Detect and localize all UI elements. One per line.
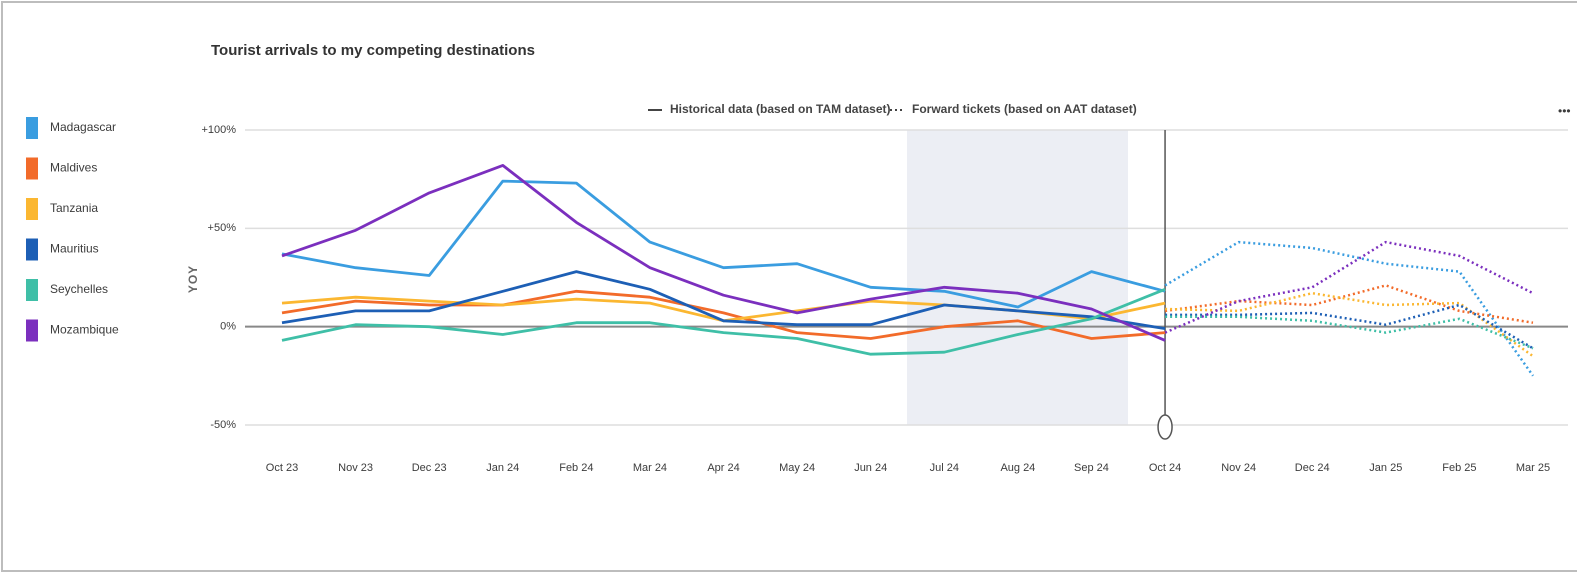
legend: Madagascar Maldives Tanzania Mauritius Seych… xyxy=(26,102,1137,342)
legend-swatch xyxy=(26,279,38,301)
chart-title: Tourist arrivals to my competing destina… xyxy=(211,42,535,59)
x-tick-label: Aug 24 xyxy=(1000,462,1035,474)
x-tick-label: Jun 24 xyxy=(854,462,887,474)
x-tick-label: May 24 xyxy=(779,462,815,474)
legend-swatch xyxy=(26,157,38,180)
forward-line xyxy=(1164,240,1534,334)
legend-label: Seychelles xyxy=(50,282,108,296)
legend-swatch xyxy=(26,117,38,139)
legend-label: Tanzania xyxy=(50,201,98,215)
legend-swatch xyxy=(26,198,38,220)
x-tick-label: Jan 24 xyxy=(486,462,519,474)
history-line xyxy=(281,289,1166,340)
x-tick-label: Dec 23 xyxy=(412,462,447,474)
x-tick-label: Mar 24 xyxy=(633,462,667,474)
history-line xyxy=(281,270,1166,330)
forward-line xyxy=(1165,291,1534,358)
x-tick-label: Jan 25 xyxy=(1369,462,1402,474)
x-tick-label: Feb 24 xyxy=(559,462,593,474)
x-tick-label: Oct 23 xyxy=(266,462,298,474)
legend-label: Maldives xyxy=(50,161,97,175)
x-tick-label: Nov 23 xyxy=(338,462,373,474)
menu-button[interactable]: ••• xyxy=(1558,104,1571,118)
y-tick-label: +100% xyxy=(201,124,236,136)
forward-line xyxy=(1164,284,1534,324)
grid: +100% +50% 0% -50% Oct 23 Nov 23 Dec 23 Jan 24 F… xyxy=(201,124,1568,474)
legend-label: Madagascar xyxy=(50,120,116,134)
forward-line xyxy=(1165,303,1534,350)
y-tick-label: +50% xyxy=(208,222,237,234)
lines xyxy=(281,164,1535,377)
cursor-handle xyxy=(1157,414,1173,440)
legend-swatch xyxy=(26,238,38,261)
x-tick-label: Nov 24 xyxy=(1221,462,1256,474)
x-tick-label: Oct 24 xyxy=(1149,462,1181,474)
history-line xyxy=(281,164,1166,342)
y-tick-label: 0% xyxy=(220,321,236,333)
x-tick-label: Feb 25 xyxy=(1442,462,1476,474)
forward-line xyxy=(1165,315,1534,350)
forward-line xyxy=(1164,240,1535,377)
x-tick-label: Jul 24 xyxy=(930,462,959,474)
history-line xyxy=(281,288,1166,356)
legend-swatch xyxy=(26,319,38,342)
history-line xyxy=(281,179,1166,309)
x-tick-label: Mar 25 xyxy=(1516,462,1550,474)
y-tick-label: -50% xyxy=(210,419,236,431)
x-tick-label: Dec 24 xyxy=(1295,462,1330,474)
x-tick-label: Apr 24 xyxy=(707,462,739,474)
x-tick-label: Sep 24 xyxy=(1074,462,1109,474)
legend-label: Mozambique xyxy=(50,323,119,337)
line-style-label: Forward tickets (based on AAT dataset) xyxy=(912,102,1137,116)
legend-label: Mauritius xyxy=(50,242,99,256)
line-style-label: Historical data (based on TAM dataset) xyxy=(670,102,890,116)
highlight-band xyxy=(907,130,1128,425)
y-axis-label: YOY xyxy=(186,265,200,293)
